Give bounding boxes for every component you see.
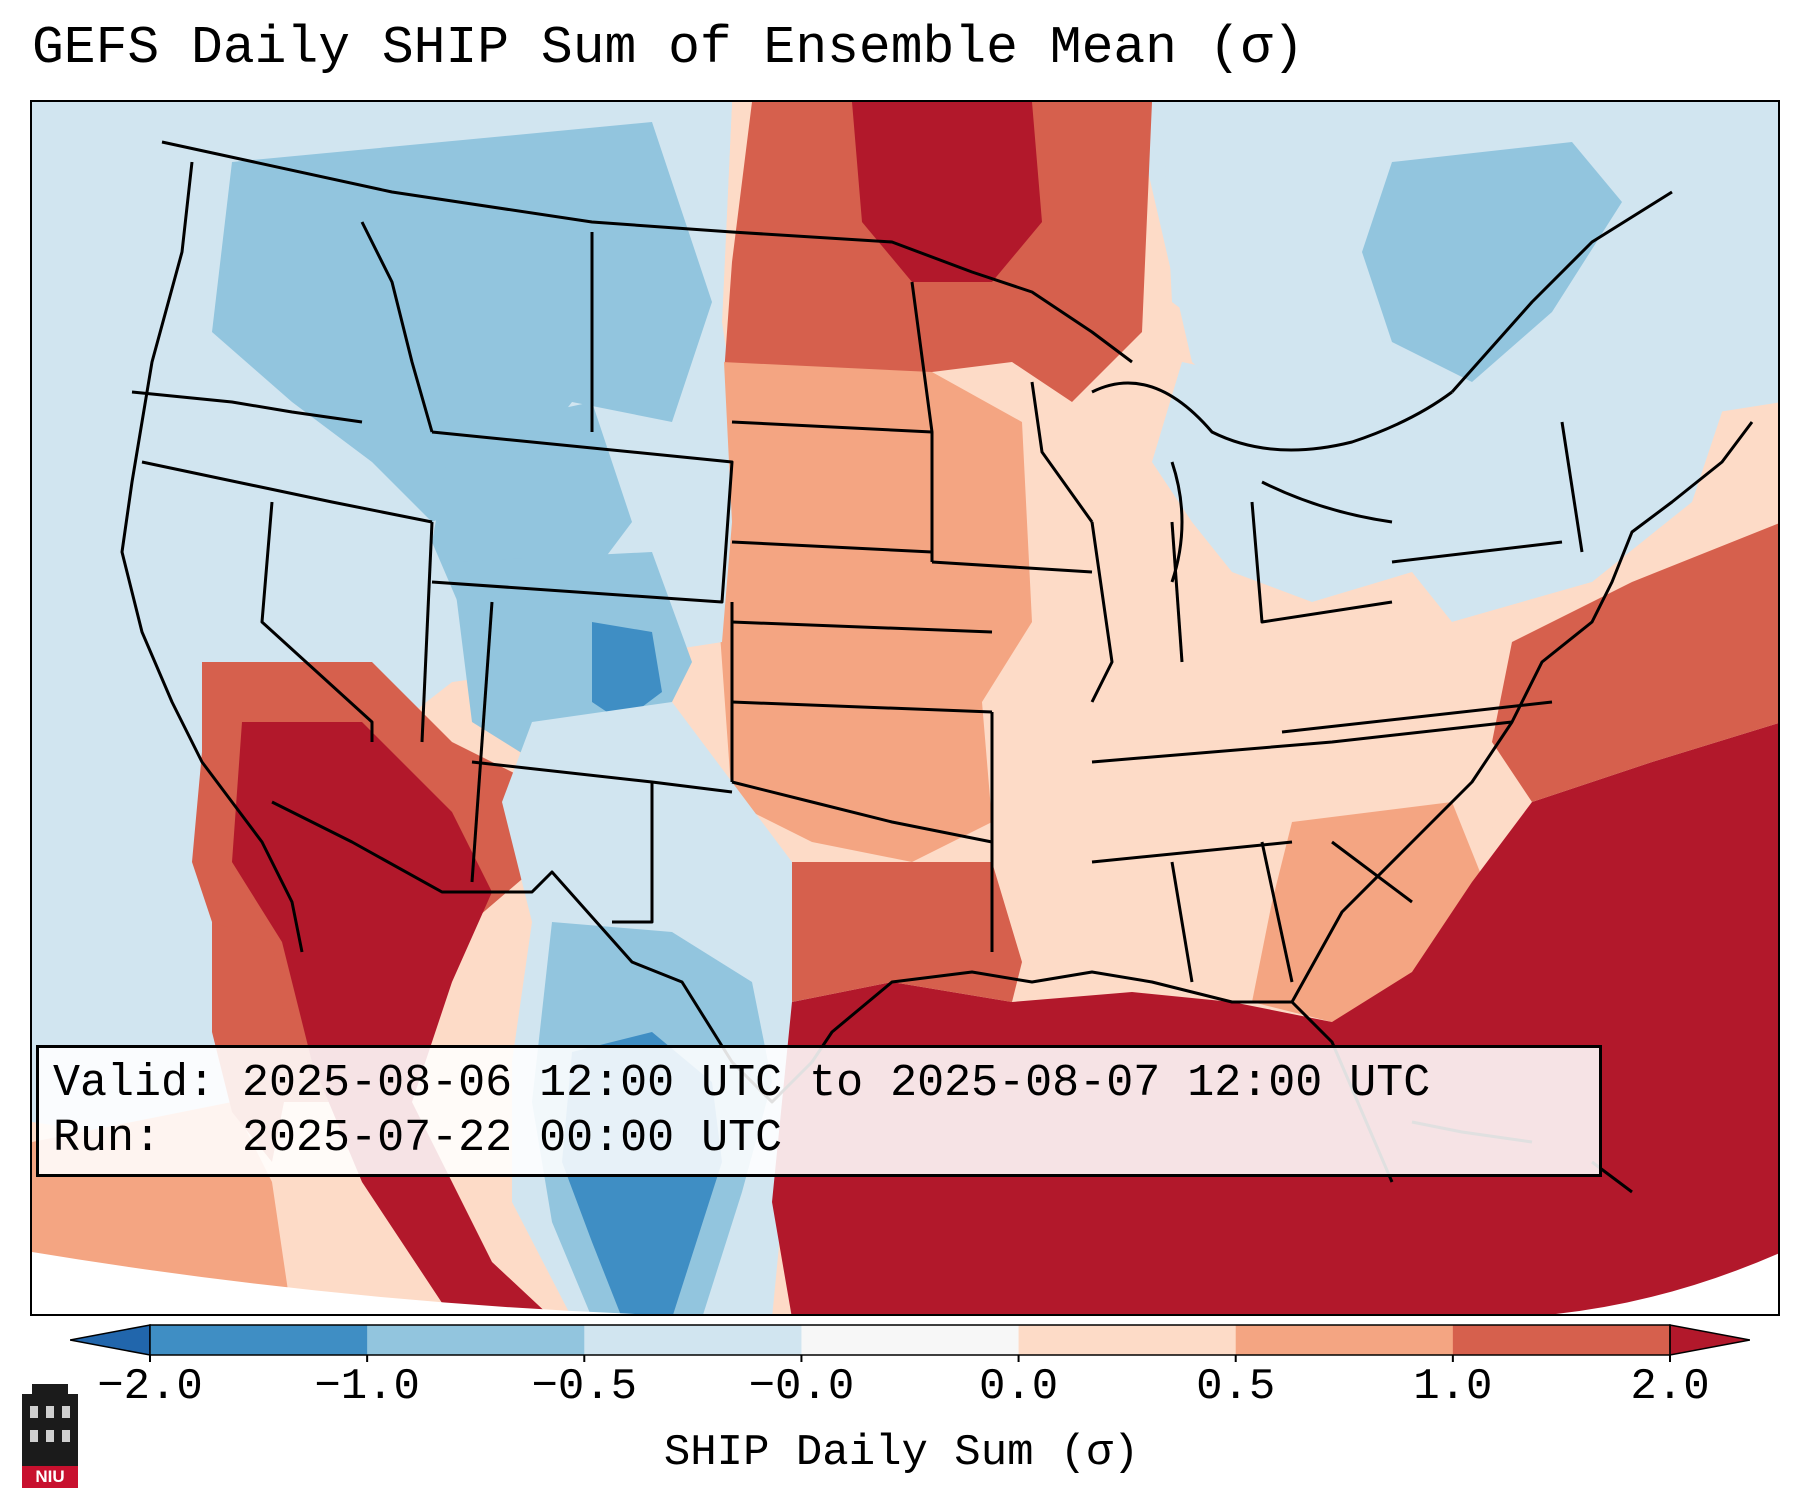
colorbar-under-arrow: [70, 1324, 151, 1356]
colorbar: [70, 1324, 1750, 1362]
border-oh-pa: [1250, 501, 1393, 624]
colorbar-bin: [584, 1325, 802, 1355]
border-ms-al: [1170, 861, 1194, 983]
border-wa-or: [131, 390, 363, 424]
colorbar-tick-label: 0.0: [978, 1362, 1059, 1412]
run-value: 2025-07-22 00:00 UTC: [242, 1113, 783, 1164]
boundary-lines: [120, 140, 1754, 1194]
st-lawrence: [1450, 190, 1673, 393]
border-mn-wi: [1030, 381, 1094, 523]
valid-row: Valid: 2025-08-06 12:00 UTC to 2025-08-0…: [53, 1056, 1585, 1111]
border-il-in: [1090, 521, 1114, 703]
colorbar-bin: [801, 1325, 1020, 1355]
region-colorado-core: [592, 622, 662, 722]
border-new-england: [1560, 421, 1584, 553]
run-label: Run:: [53, 1113, 162, 1164]
gulf-coast: [810, 970, 1292, 1063]
border-nv-ut: [420, 521, 434, 743]
valid-run-box: Valid: 2025-08-06 12:00 UTC to 2025-08-0…: [36, 1045, 1602, 1177]
colorbar-tick-label: −0.0: [748, 1362, 855, 1412]
colorbar-tick-label: −0.5: [531, 1362, 638, 1412]
logo-tower: [22, 1394, 78, 1466]
border-or-ca-nv: [141, 460, 433, 524]
border-in-oh: [1170, 521, 1184, 663]
border-ky-tn: [1091, 720, 1513, 764]
colorbar-over-arrow: [1669, 1324, 1750, 1356]
border-nc-va: [1281, 700, 1553, 734]
border-id-mt: [360, 221, 434, 433]
border-ga-sc: [1331, 840, 1413, 904]
great-lakes-outline: [1091, 381, 1453, 583]
region-central-plains: [712, 362, 1032, 862]
border-ia-mo: [931, 560, 1093, 574]
valid-label: Valid:: [53, 1058, 216, 1109]
colorbar-tick-label: 1.0: [1413, 1362, 1493, 1412]
colorbar-label: SHIP Daily Sum (σ): [663, 1428, 1140, 1478]
map-corner-right: [1555, 1253, 1778, 1314]
border-ny-pa: [1391, 540, 1563, 564]
valid-value: 2025-08-06 12:00 UTC to 2025-08-07 12:00…: [242, 1058, 1431, 1109]
border-ok-tx: [731, 780, 993, 844]
border-ut-co: [470, 601, 494, 883]
region-texas-coast-hot: [792, 862, 1022, 1002]
border-dakotas-mn: [910, 281, 934, 562]
niu-logo: NIU: [22, 1384, 78, 1488]
logo-crest: [32, 1384, 68, 1396]
region-quebec-cool: [1362, 142, 1622, 382]
border-tn-ms-al: [1091, 840, 1293, 864]
colorbar-tick-label: 0.5: [1196, 1362, 1276, 1412]
colorbar-bin: [1452, 1325, 1671, 1355]
region-southeast: [992, 582, 1632, 1002]
border-ca-nv: [260, 501, 374, 742]
map-corner-left: [32, 1252, 636, 1314]
region-arizona-core: [232, 722, 548, 1314]
border-nm-tx: [612, 782, 654, 924]
colorbar-tick-label: 2.0: [1630, 1362, 1710, 1412]
atlantic-coast: [1290, 421, 1754, 1003]
west-coast-outline: [120, 161, 304, 953]
logo-badge: NIU: [22, 1466, 78, 1488]
border-nd-sd: [731, 420, 933, 434]
border-wy: [431, 430, 734, 604]
colorbar-tick-label: −1.0: [314, 1362, 420, 1412]
colorbar-bin: [1018, 1325, 1237, 1355]
colorbar-bin: [367, 1325, 585, 1355]
border-ks-ok: [731, 700, 993, 714]
colorbar-tick-label: −2.0: [97, 1362, 203, 1412]
region-north-dakota-hot: [852, 102, 1042, 282]
border-ne-ks: [731, 620, 993, 634]
us-canada-border: [161, 140, 1133, 364]
map-title: GEFS Daily SHIP Sum of Ensemble Mean (σ): [32, 18, 1305, 78]
colorbar-bin: [150, 1325, 368, 1355]
border-al-ga: [1260, 841, 1294, 983]
run-row: Run: 2025-07-22 00:00 UTC: [53, 1111, 1585, 1166]
border-sd-ne: [731, 540, 933, 554]
region-atlantic-edge: [1492, 523, 1778, 802]
colorbar-outline: [149, 1324, 1671, 1356]
colorbar-bin: [1235, 1325, 1454, 1355]
